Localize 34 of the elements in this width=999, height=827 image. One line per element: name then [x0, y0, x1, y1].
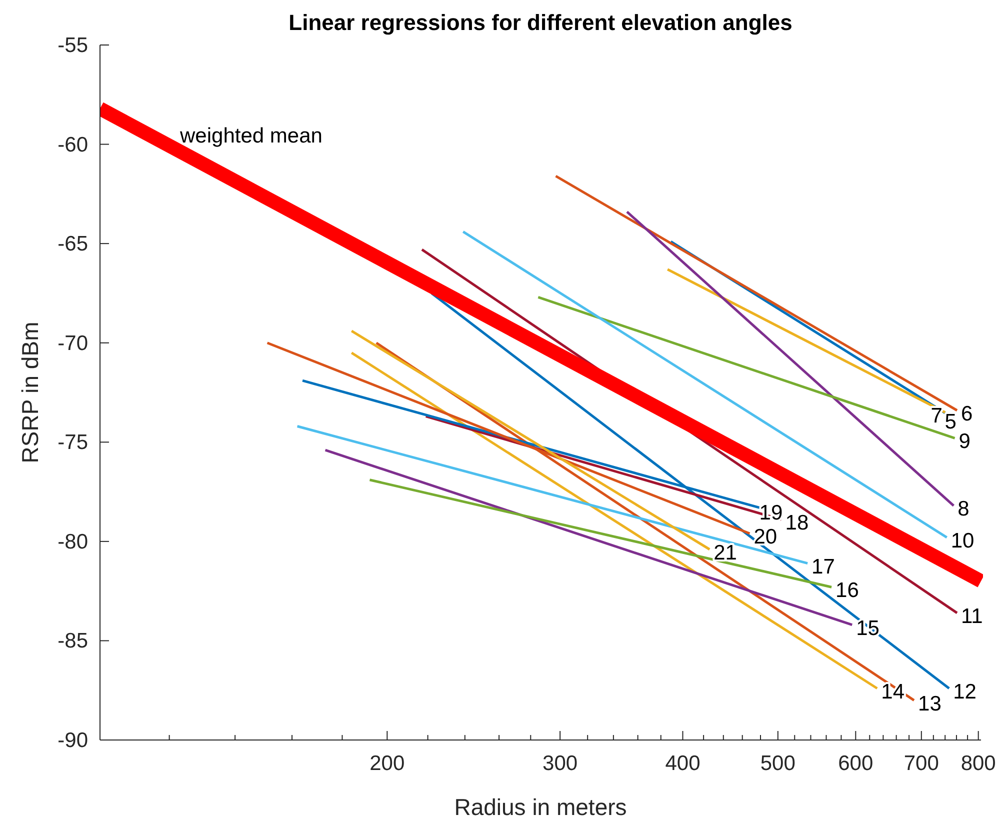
- series-label: weighted mean: [179, 124, 322, 148]
- x-tick-label: 200: [370, 752, 405, 775]
- series-label: 10: [950, 529, 974, 552]
- series-label: 13: [918, 692, 942, 716]
- y-tick-label: -80: [58, 530, 88, 554]
- x-tick-label: 400: [665, 752, 700, 775]
- chart-title: Linear regressions for different elevation angles: [288, 10, 792, 35]
- series-label: 18: [785, 512, 809, 535]
- y-tick-label: -90: [58, 729, 88, 752]
- series-label: 21: [714, 541, 737, 564]
- x-tick-label: 600: [838, 752, 874, 775]
- x-axis-title: Radius in meters: [454, 794, 627, 820]
- y-tick-label: -70: [58, 332, 88, 355]
- series-label: 8: [958, 498, 970, 521]
- series-label: 9: [958, 430, 970, 454]
- x-tick-label: 300: [542, 752, 578, 775]
- series-label: 17: [812, 555, 835, 578]
- series-label: 14: [881, 680, 905, 704]
- series-label: 20: [754, 525, 778, 548]
- series-label: 6: [961, 402, 973, 426]
- y-tick-label: -75: [58, 431, 88, 454]
- y-tick-label: -85: [58, 630, 88, 653]
- x-tick-label: 700: [904, 752, 939, 775]
- y-axis-title: RSRP in dBm: [17, 322, 43, 464]
- series-label: 5: [944, 410, 956, 434]
- series-label: 12: [953, 680, 976, 704]
- x-tick-label: 500: [760, 752, 796, 775]
- x-tick-label: 800: [960, 752, 996, 775]
- y-tick-label: -65: [58, 232, 88, 256]
- y-tick-label: -60: [58, 133, 88, 156]
- series-label: 7: [930, 404, 942, 428]
- series-label: 11: [961, 604, 983, 628]
- y-tick-label: -55: [58, 34, 88, 57]
- series-label: 16: [836, 579, 859, 602]
